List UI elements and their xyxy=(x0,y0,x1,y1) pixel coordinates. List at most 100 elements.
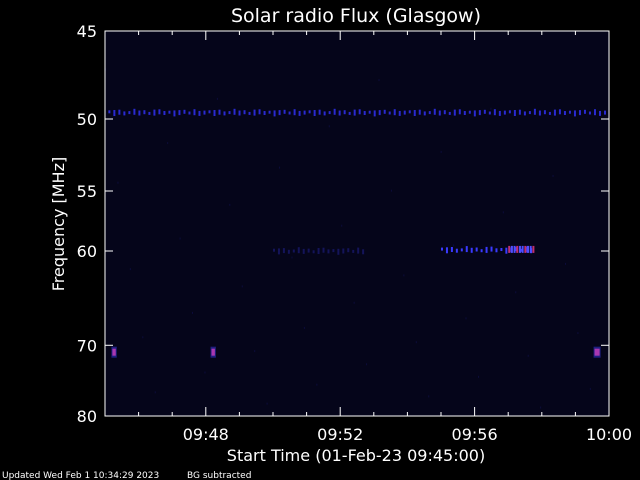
noise-speck xyxy=(577,332,579,335)
signal-segment xyxy=(473,110,476,117)
noise-speck xyxy=(154,391,156,394)
signal-segment xyxy=(148,111,151,115)
signal-segment xyxy=(233,108,236,115)
signal-segment xyxy=(223,111,226,116)
noise-speck xyxy=(291,256,293,259)
signal-segment xyxy=(258,109,261,115)
signal-segment xyxy=(465,246,468,253)
signal-segment xyxy=(495,248,498,253)
signal-segment xyxy=(362,249,365,255)
x-tick-label: 09:52 xyxy=(317,425,363,444)
noise-speck xyxy=(390,189,392,192)
noise-speck xyxy=(477,375,479,378)
signal-hotspot xyxy=(594,348,600,356)
signal-segment xyxy=(445,247,448,254)
signal-bright-segment xyxy=(508,245,511,253)
signal-segment xyxy=(398,110,401,116)
noise-speck xyxy=(241,285,243,288)
signal-segment xyxy=(163,111,166,116)
y-tick-label: 60 xyxy=(77,242,97,261)
signal-segment xyxy=(338,110,341,116)
signal-segment xyxy=(418,109,421,115)
noise-speck xyxy=(316,383,318,386)
signal-segment xyxy=(353,109,356,116)
noise-speck xyxy=(328,125,330,128)
signal-segment xyxy=(143,110,146,115)
signal-segment xyxy=(558,109,561,115)
signal-segment xyxy=(475,247,478,252)
signal-segment xyxy=(352,249,355,253)
noise-speck xyxy=(229,203,231,206)
noise-speck xyxy=(589,387,591,390)
signal-segment xyxy=(218,109,221,115)
signal-bright-segment xyxy=(510,245,513,253)
noise-speck xyxy=(502,211,504,214)
signal-segment xyxy=(498,110,501,116)
noise-speck xyxy=(527,354,529,357)
noise-speck xyxy=(142,336,144,339)
noise-speck xyxy=(167,142,169,145)
signal-segment xyxy=(455,248,458,253)
signal-hotspot-halo xyxy=(593,346,601,358)
signal-segment xyxy=(508,110,511,114)
noise-speck xyxy=(266,402,268,405)
signal-segment xyxy=(312,250,315,254)
signal-bright-segment xyxy=(527,245,530,253)
signal-segment xyxy=(413,110,416,117)
signal-segment xyxy=(483,109,486,114)
signal-segment xyxy=(598,110,601,116)
signal-segment xyxy=(273,248,275,252)
noise-speck xyxy=(341,224,343,227)
signal-segment xyxy=(248,111,251,115)
signal-segment xyxy=(243,110,246,115)
signal-segment xyxy=(485,246,488,253)
signal-segment xyxy=(308,110,311,114)
y-tick-label: 50 xyxy=(77,110,97,129)
signal-segment xyxy=(268,110,271,114)
signal-segment xyxy=(123,111,126,116)
signal-segment xyxy=(523,111,526,116)
plot-frame xyxy=(104,30,610,417)
y-tick-label: 55 xyxy=(77,182,97,201)
signal-segment xyxy=(168,110,171,114)
signal-segment xyxy=(347,248,350,253)
signal-segment xyxy=(118,109,121,115)
noise-speck xyxy=(552,174,554,177)
signal-segment xyxy=(470,247,473,253)
noise-speck xyxy=(453,244,455,247)
signal-segment xyxy=(383,109,386,114)
signal-segment xyxy=(443,110,446,115)
noise-speck xyxy=(415,341,417,344)
signal-segment xyxy=(538,110,541,116)
signal-segment xyxy=(208,110,211,114)
noise-speck xyxy=(403,274,405,277)
signal-segment xyxy=(238,110,241,116)
signal-segment xyxy=(357,247,360,254)
signal-segment xyxy=(273,110,276,117)
signal-segment xyxy=(277,248,280,255)
signal-segment xyxy=(342,248,345,254)
signal-segment xyxy=(500,247,503,251)
signal-segment xyxy=(520,248,523,252)
signal-segment xyxy=(292,249,295,253)
signal-segment xyxy=(583,109,586,114)
signal-segment xyxy=(283,109,286,114)
noise-speck xyxy=(216,97,218,100)
noise-speck xyxy=(192,311,194,314)
signal-segment xyxy=(333,108,336,115)
noise-speck xyxy=(490,107,492,110)
signal-segment xyxy=(138,110,141,116)
signal-layer xyxy=(105,68,606,409)
noise-speck xyxy=(353,301,355,304)
signal-segment xyxy=(293,109,296,116)
signal-segment xyxy=(322,247,325,253)
signal-segment xyxy=(373,110,376,117)
noise-speck xyxy=(279,166,281,169)
signal-bright-segment xyxy=(513,245,516,253)
signal-segment xyxy=(303,110,306,115)
noise-speck xyxy=(515,291,517,294)
signal-segment xyxy=(505,247,508,254)
signal-segment xyxy=(287,249,290,254)
signal-segment xyxy=(188,111,191,115)
